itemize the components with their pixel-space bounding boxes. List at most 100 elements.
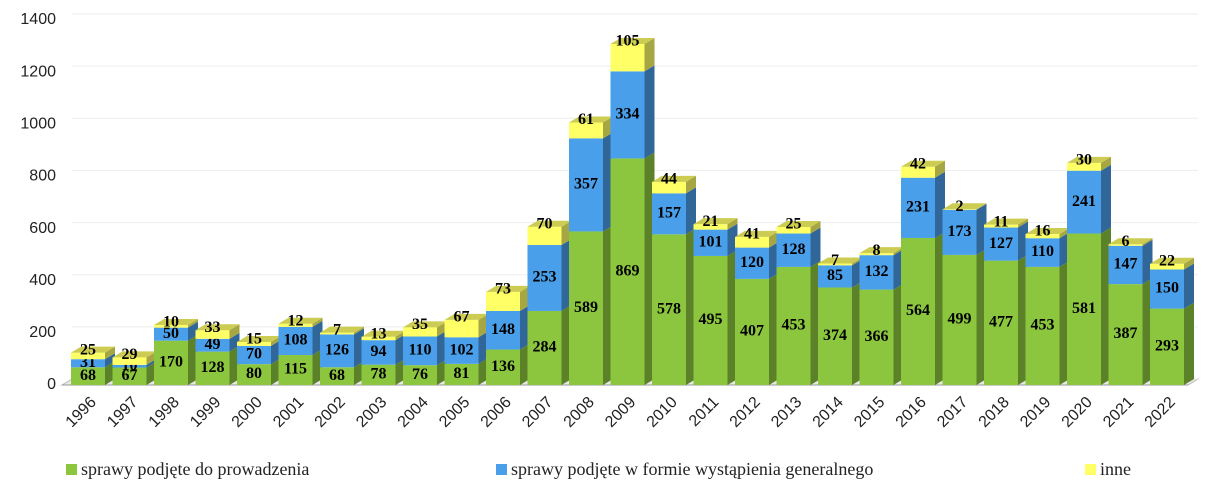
bar-top (610, 37, 655, 44)
bar (693, 224, 728, 230)
value-label: 12 (288, 312, 304, 329)
bar (984, 227, 1018, 261)
bar (278, 323, 313, 327)
x-tick-label: 2006 (478, 394, 515, 431)
x-tick-label: 2014 (810, 394, 847, 431)
bar-top (486, 285, 530, 292)
bar (527, 226, 562, 245)
bar (693, 229, 728, 256)
value-label: 110 (1031, 243, 1054, 260)
value-label: 136 (491, 358, 515, 375)
value-label: 499 (948, 311, 972, 328)
x-tick-label: 2020 (1059, 394, 1096, 431)
legend-swatch (66, 464, 77, 475)
bar-top (154, 319, 198, 326)
value-label: 869 (616, 262, 640, 279)
value-label: 16 (1035, 223, 1051, 240)
bar-side (105, 346, 115, 360)
value-label: 284 (533, 339, 557, 356)
bar (154, 340, 188, 385)
bar (610, 158, 645, 385)
value-label: 29 (122, 346, 138, 363)
bar (403, 365, 437, 385)
bar-side (686, 187, 696, 235)
bar (901, 177, 935, 238)
value-label: 147 (1114, 256, 1138, 273)
value-label: 150 (1155, 280, 1179, 297)
x-tick-label: 2010 (644, 394, 681, 431)
value-label: 132 (865, 263, 889, 280)
value-label: 80 (246, 365, 262, 382)
bar-top (278, 317, 323, 324)
bar (776, 227, 811, 234)
bar (486, 310, 520, 350)
bar-top (1067, 156, 1111, 163)
bar-side (188, 319, 198, 328)
y-tick-label: 0 (47, 376, 56, 393)
bar-top (112, 351, 157, 358)
bar (984, 260, 1018, 385)
x-tick-label: 2011 (686, 394, 722, 430)
value-label: 564 (906, 302, 930, 319)
value-label: 11 (993, 213, 1008, 230)
value-label: 15 (246, 331, 262, 348)
y-tick-label: 800 (29, 168, 56, 185)
bar-side (1184, 263, 1194, 309)
bar (237, 364, 271, 385)
x-tick-label: 2019 (1017, 394, 1054, 431)
bar-side (1018, 218, 1028, 228)
value-label: 120 (740, 254, 764, 271)
value-label: 126 (325, 342, 349, 359)
bar (361, 336, 396, 341)
value-label: 173 (948, 223, 972, 240)
bar (71, 367, 105, 385)
legend-swatch (1085, 464, 1096, 475)
value-label: 110 (408, 342, 431, 359)
bar (569, 231, 603, 385)
bar-top (320, 326, 364, 333)
value-label: 30 (1076, 152, 1092, 169)
bar (735, 236, 769, 248)
bar (859, 255, 894, 290)
value-label: 25 (786, 216, 802, 233)
bar (1150, 308, 1184, 385)
bar (652, 181, 686, 194)
value-label: 387 (1114, 325, 1138, 342)
bar-top (361, 330, 406, 337)
value-label: 76 (412, 366, 428, 383)
bar (320, 334, 354, 368)
x-tick-label: 1997 (104, 394, 141, 431)
bar-top (1025, 228, 1070, 235)
value-label: 70 (246, 346, 262, 363)
bar (112, 357, 147, 365)
bar (1108, 284, 1143, 385)
x-tick-label: 2003 (353, 394, 390, 431)
value-label: 108 (284, 332, 308, 349)
value-label: 105 (616, 33, 640, 50)
bar-side (229, 324, 240, 339)
value-label: 357 (574, 176, 598, 193)
x-tick-label: 2007 (519, 394, 556, 431)
bar-side (312, 317, 323, 327)
bar-side (354, 326, 364, 335)
x-tick-label: 1996 (63, 394, 100, 431)
bar (859, 289, 894, 385)
bar (444, 363, 479, 385)
bar (1108, 244, 1143, 246)
value-label: 253 (533, 269, 557, 286)
bar (901, 237, 935, 385)
bar-side (810, 221, 821, 234)
bar (569, 138, 603, 232)
value-label: 81 (454, 365, 470, 382)
bar (444, 337, 479, 364)
value-label: 453 (1031, 317, 1055, 334)
bar (112, 364, 147, 368)
bar-top (735, 230, 779, 237)
value-label: 374 (823, 327, 847, 344)
value-label: 25 (80, 341, 96, 358)
value-label: 49 (205, 336, 221, 353)
bar-side (935, 160, 945, 178)
x-tick-label: 2016 (893, 394, 930, 431)
x-tick-label: 2013 (768, 394, 805, 431)
x-tick-label: 2005 (436, 394, 473, 431)
